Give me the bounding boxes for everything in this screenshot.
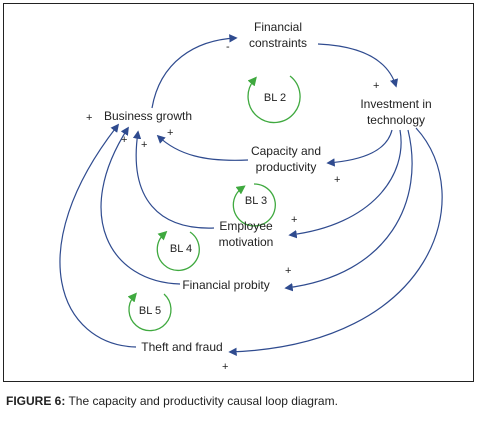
- arrow-investment-to-employee: [288, 129, 402, 239]
- caption-text: The capacity and productivity causal loo…: [65, 394, 338, 408]
- loop-label-bl3: BL 3: [245, 195, 267, 207]
- loop-label-bl5: BL 5: [139, 305, 161, 317]
- polarity-sign-capacity: +: [334, 174, 340, 186]
- figure-frame: [3, 3, 474, 382]
- arrow-probity-to-growth: [100, 126, 181, 285]
- node-employee-line2: motivation: [219, 235, 274, 249]
- node-employee-line1: Employee: [219, 219, 273, 233]
- polarity-sign-investment: +: [373, 80, 379, 92]
- arrow-capacity-to-growth: [156, 134, 249, 161]
- node-investment-line2: technology: [367, 113, 425, 127]
- loop-marker-bl3: [232, 183, 276, 227]
- loop-label-bl4: BL 4: [170, 243, 192, 255]
- caption-label: FIGURE 6:: [6, 394, 66, 408]
- node-business-growth: Business growth: [104, 109, 192, 123]
- node-financial-constraints-line1: Financial: [254, 20, 302, 34]
- arrow-theft-to-growth: [59, 123, 137, 348]
- node-capacity-line2: productivity: [256, 160, 317, 174]
- polarity-sign-growth-c: +: [141, 139, 147, 151]
- polarity-sign-growth-b: +: [121, 134, 127, 146]
- polarity-sign-growth-a: +: [167, 127, 173, 139]
- loop-marker-bl4: [156, 230, 200, 272]
- arrow-employee-to-growth: [132, 130, 215, 229]
- arrow-constraints-to-investment: [317, 43, 399, 88]
- node-theft-and-fraud: Theft and fraud: [141, 340, 222, 354]
- loop-marker-bl2: [247, 75, 301, 124]
- polarity-sign-employee: +: [291, 214, 297, 226]
- loop-marker-bl5: [127, 292, 172, 332]
- node-capacity-line1: Capacity and: [251, 144, 321, 158]
- arrow-investment-to-theft: [228, 127, 443, 356]
- arrow-investment-to-probity: [284, 129, 413, 292]
- polarity-sign-theft: +: [222, 361, 228, 373]
- arrow-growth-to-constraints: [151, 34, 238, 109]
- node-financial-constraints-line2: constraints: [249, 36, 307, 50]
- polarity-sign-probity: +: [285, 265, 291, 277]
- figure-caption: FIGURE 6: The capacity and productivity …: [6, 394, 474, 408]
- arrow-investment-to-capacity: [326, 129, 393, 167]
- polarity-sign-growth-left: +: [86, 112, 92, 124]
- node-financial-probity: Financial probity: [182, 278, 269, 292]
- node-investment-line1: Investment in: [360, 97, 431, 111]
- loop-label-bl2: BL 2: [264, 92, 286, 104]
- polarity-sign-constraints: -: [226, 41, 230, 53]
